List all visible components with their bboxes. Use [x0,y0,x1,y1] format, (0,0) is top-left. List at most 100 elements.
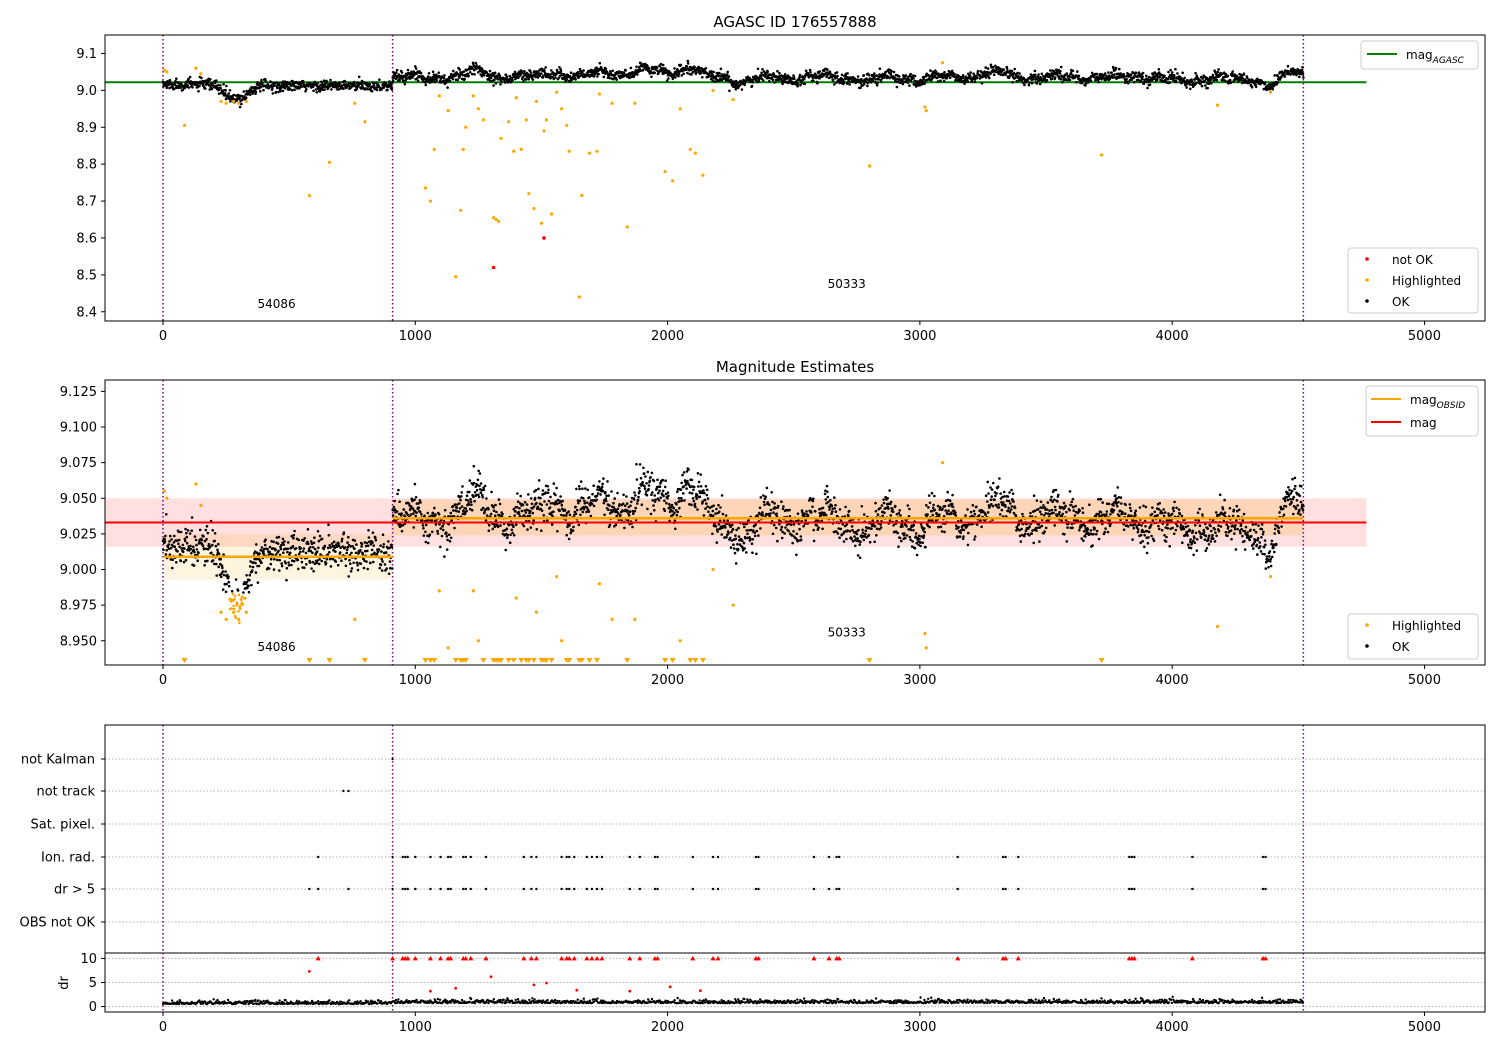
ok-point [347,535,350,539]
ok-point [861,79,865,83]
ok-point [640,503,644,507]
ok-point [1263,81,1267,84]
ok-point [315,561,319,565]
ok-point [337,542,340,545]
ok-point [661,489,665,493]
ok-point [909,528,913,532]
ok-point [1141,71,1145,75]
ok-point [252,561,255,564]
ok-point [202,535,205,538]
ok-point [751,538,755,541]
ok-point [796,512,800,515]
ok-point [292,536,295,540]
ok-point [317,562,321,566]
ok-point [679,63,683,67]
ok-point [536,505,540,509]
highlighted-point [1268,90,1273,94]
highlighted-point [237,593,241,597]
ok-point [540,72,543,75]
ok-point [891,510,895,513]
ok-point [646,470,650,474]
ok-point [286,550,289,554]
ok-point [1142,82,1146,85]
ok-point [262,88,265,92]
ok-point [577,523,581,527]
ok-point [835,81,838,84]
ok-point [665,79,669,82]
panel2-data [105,380,1367,665]
ok-point [271,86,274,90]
ok-point [426,511,430,515]
ok-point [311,551,314,555]
ok-point [205,525,209,528]
ok-point [621,502,625,506]
ok-point [1094,78,1097,82]
ok-point [715,541,719,544]
ok-point [941,507,944,511]
ok-point [876,81,879,85]
legend-label-main: mag [1406,48,1433,62]
ok-point [368,82,372,86]
ok-point [686,59,690,63]
ok-point [529,497,533,500]
ok-point [351,544,355,548]
ok-point [465,509,468,513]
ok-point [326,553,330,556]
ok-point [1002,68,1006,72]
legend-agasc: magAGASC [1360,40,1479,70]
ok-point [445,532,448,535]
ok-point [622,493,625,497]
highlighted-point [476,107,480,111]
panel-agasc-magnitude: AGASC ID 176557888 9.19.08.98.88.78.68.5… [76,13,1486,344]
ok-point [318,534,322,538]
ok-point [280,562,284,565]
ok-point [846,72,849,75]
ok-point [595,494,599,498]
ok-point [213,539,216,543]
ok-point [901,525,904,528]
ok-point [390,84,393,88]
ok-point [511,78,514,82]
ok-point [826,68,829,71]
ok-point [928,501,932,505]
ok-point [434,523,438,526]
ok-point [520,509,524,513]
ok-point [409,513,413,516]
ok-point [283,86,287,90]
ok-point [581,496,585,500]
ok-point [855,530,858,533]
ok-point [312,569,315,573]
ok-point [1030,81,1034,85]
ok-point [931,506,935,510]
ok-point [259,90,262,93]
ok-point [950,69,954,73]
ok-point [741,539,744,543]
ok-point [693,502,697,506]
ok-point [590,502,594,506]
ok-point [896,80,899,84]
ok-point [369,561,372,565]
ok-point [320,559,324,563]
ok-point [947,509,950,512]
ok-point [181,543,185,547]
ok-point [817,526,820,529]
ok-point [809,70,812,74]
ok-point [494,519,498,522]
ok-point [931,72,934,76]
ok-point [631,509,635,513]
ok-point [649,512,653,516]
highlighted-point [731,97,735,102]
ok-point [1005,67,1009,70]
ok-point [897,545,900,548]
highlighted-point [663,169,667,174]
ok-point [276,542,280,545]
ok-point [184,527,187,531]
ok-point [683,499,686,502]
ok-point [812,79,815,82]
ok-point [190,552,193,555]
ok-point [871,79,875,82]
ok-point [1113,73,1116,76]
ok-point [513,70,517,74]
ok-point [647,484,651,487]
ok-point [234,578,238,581]
